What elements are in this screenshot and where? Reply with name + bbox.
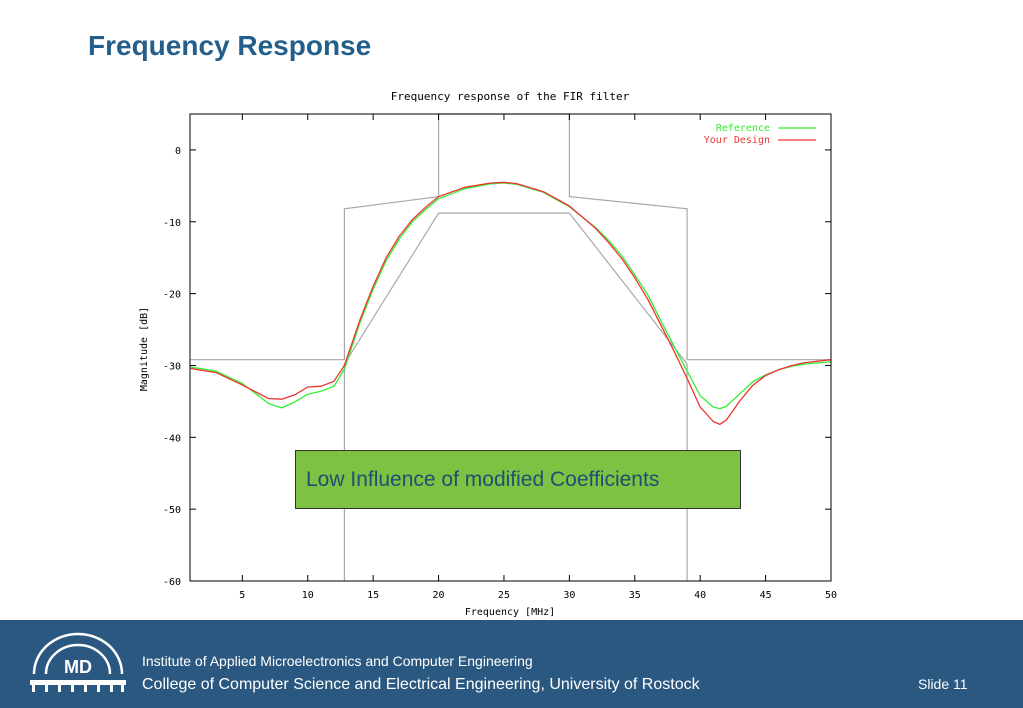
plot-frame: [189, 113, 832, 582]
slide-title: Frequency Response: [88, 30, 372, 61]
x-tick-label: 25: [498, 590, 510, 601]
y-tick-label: -60: [163, 577, 181, 588]
institute-name: Institute of Applied Microelectronics an…: [142, 653, 533, 669]
x-tick-label: 10: [302, 590, 314, 601]
x-tick-label: 45: [760, 590, 772, 601]
mask-upper-line: [190, 113, 831, 361]
x-tick-label: 50: [825, 590, 837, 601]
mask-lower-line: [343, 212, 688, 581]
x-tick-label: 40: [694, 590, 706, 601]
frequency-response-chart: Frequency response of the FIR filter Mag…: [139, 90, 837, 618]
y-tick-label: -30: [163, 361, 181, 372]
x-tick-label: 5: [239, 590, 245, 601]
x-tick-label: 15: [367, 590, 379, 601]
callout-text: Low Influence of modified Coefficients: [306, 467, 660, 491]
slide-number: Slide 11: [918, 676, 968, 692]
y-axis-label: Magnitude [dB]: [139, 307, 150, 391]
x-axis-label: Frequency [MHz]: [465, 607, 555, 618]
university-logo: MD: [30, 632, 126, 692]
series-layer: [189, 181, 832, 426]
x-tick-label: 20: [433, 590, 445, 601]
y-tick-label: -10: [163, 218, 181, 229]
series-line-reference: [189, 182, 832, 410]
series-line-your-design: [189, 181, 832, 426]
y-tick-label: -40: [163, 433, 181, 444]
x-tick-label: 30: [563, 590, 575, 601]
y-tick-label: -50: [163, 505, 181, 516]
callout-box: Low Influence of modified Coefficients: [295, 450, 741, 509]
x-tick-label: 35: [629, 590, 641, 601]
legend-label: Your Design: [704, 135, 770, 146]
axes: 5 10 15 20 25 30 35 40 45 50 0 -10 -20 -30 -40 -50 -60: [163, 113, 837, 601]
college-name: College of Computer Science and Electric…: [142, 676, 700, 693]
y-tick-label: 0: [175, 146, 181, 157]
chart-title: Frequency response of the FIR filter: [391, 90, 630, 103]
y-tick-label: -20: [163, 290, 181, 301]
legend-label: Reference: [716, 123, 770, 134]
logo-text: MD: [64, 657, 92, 677]
footer: MD Institute of Applied Microelectronics…: [0, 620, 1023, 708]
